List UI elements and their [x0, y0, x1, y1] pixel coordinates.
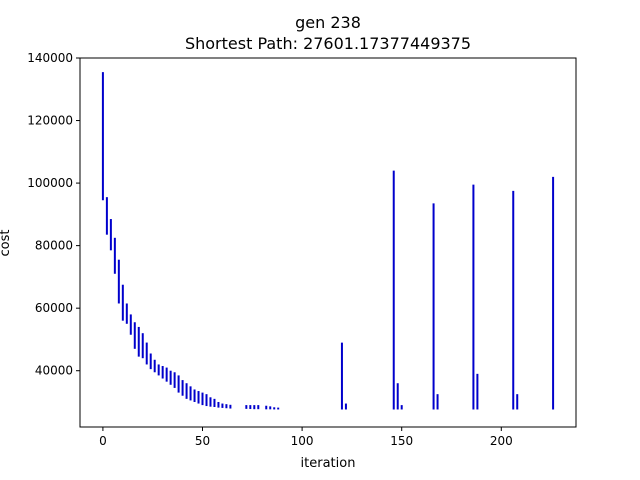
y-tick-label: 140000: [27, 51, 73, 65]
y-tick-label: 40000: [35, 364, 73, 378]
x-tick-label: 50: [195, 434, 210, 448]
y-tick-label: 100000: [27, 176, 73, 190]
plot-frame: [79, 57, 577, 428]
x-tick-label: 0: [99, 434, 107, 448]
y-tick-label: 60000: [35, 301, 73, 315]
chart-title: gen 238: [295, 13, 361, 32]
x-axis-label: iteration: [301, 456, 356, 471]
x-ticks: 0 50 100 150 200: [99, 427, 513, 448]
y-tick-label: 120000: [27, 114, 73, 128]
chart-subtitle: Shortest Path: 27601.17377449375: [185, 34, 471, 53]
y-ticks: 40000 60000 80000 100000 120000 140000: [27, 51, 80, 378]
y-tick-label: 80000: [35, 239, 73, 253]
bars-group: [101, 72, 555, 410]
x-tick-label: 200: [490, 434, 513, 448]
x-tick-label: 100: [291, 434, 314, 448]
axes-group: [79, 57, 577, 428]
x-tick-label: 150: [390, 434, 413, 448]
y-axis-label: cost: [0, 230, 13, 257]
